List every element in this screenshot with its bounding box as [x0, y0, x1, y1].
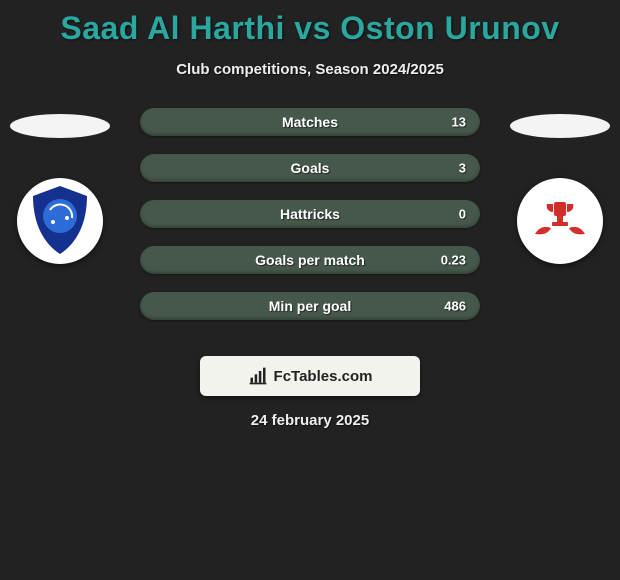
subtitle: Club competitions, Season 2024/2025 [0, 61, 620, 78]
date-text: 24 february 2025 [0, 412, 620, 429]
stat-pill: Goals 3 [140, 154, 480, 182]
stat-label: Goals [291, 160, 330, 176]
bar-chart-icon [248, 366, 268, 386]
stat-label: Matches [282, 114, 338, 130]
stat-value: 0 [459, 207, 466, 222]
stat-value: 486 [444, 299, 466, 314]
stat-value: 0.23 [441, 253, 466, 268]
page-title: Saad Al Harthi vs Oston Urunov [0, 0, 620, 47]
stat-pill: Hattricks 0 [140, 200, 480, 228]
stats-list: Matches 13 Goals 3 Hattricks 0 Goals per match… [140, 108, 480, 338]
stat-pill: Min per goal 486 [140, 292, 480, 320]
stat-value: 3 [459, 161, 466, 176]
player-left-badge [17, 178, 103, 264]
brand-text: FcTables.com [274, 368, 373, 385]
stat-label: Min per goal [269, 298, 351, 314]
stat-label: Goals per match [255, 252, 365, 268]
player-right-badge [517, 178, 603, 264]
brand-box: FcTables.com [200, 356, 420, 396]
club-crest-icon [517, 178, 603, 264]
comparison-panel: Matches 13 Goals 3 Hattricks 0 Goals per match… [0, 108, 620, 338]
stat-pill: Matches 13 [140, 108, 480, 136]
player-right-oval [510, 114, 610, 138]
shield-icon [17, 178, 103, 264]
player-left-oval [10, 114, 110, 138]
stat-pill: Goals per match 0.23 [140, 246, 480, 274]
stat-label: Hattricks [280, 206, 340, 222]
player-right-column [500, 108, 620, 338]
stat-value: 13 [452, 115, 466, 130]
player-left-column [0, 108, 120, 338]
